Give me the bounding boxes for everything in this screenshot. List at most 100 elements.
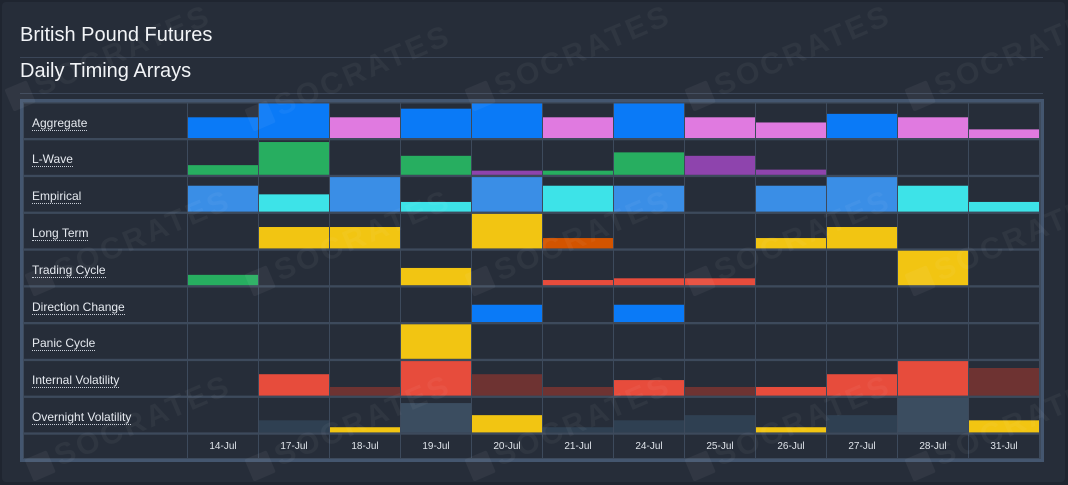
value-bar	[685, 415, 755, 433]
row-label-cell	[24, 213, 187, 249]
grid-cell	[543, 140, 613, 175]
axis-cell	[827, 434, 897, 458]
grid-cell	[543, 250, 613, 286]
date-tick-label: 25-Jul	[706, 441, 734, 452]
row-label-cell	[24, 177, 187, 212]
row-label: Trading Cycle	[32, 262, 106, 278]
value-bar	[330, 117, 400, 138]
grid-cell	[685, 287, 755, 322]
value-bar	[614, 278, 684, 286]
value-bar	[259, 227, 329, 249]
grid-cell	[756, 287, 826, 322]
value-bar	[401, 155, 471, 175]
value-bar	[401, 201, 471, 212]
value-bar	[756, 122, 826, 138]
grid-cell	[543, 324, 613, 359]
grid-cell	[756, 140, 826, 175]
value-bar	[898, 397, 968, 433]
row-label: Aggregate	[32, 115, 88, 131]
axis-cell	[330, 434, 400, 458]
value-bar	[756, 169, 826, 175]
grid-cell	[827, 287, 897, 322]
value-bar	[756, 185, 826, 212]
row-label-cell	[24, 103, 187, 138]
value-bar	[614, 185, 684, 212]
date-tick-label: 27-Jul	[848, 441, 876, 452]
grid-cell	[188, 397, 258, 433]
grid-cell	[685, 324, 755, 359]
grid-cell	[898, 213, 968, 249]
value-bar	[614, 152, 684, 175]
axis-cell	[969, 434, 1039, 458]
grid-cell	[969, 324, 1039, 359]
axis-label-cell	[24, 434, 187, 458]
date-tick-label: 26-Jul	[777, 441, 805, 452]
grid-cell	[756, 397, 826, 433]
chart-title: British Pound Futures	[20, 24, 213, 46]
value-bar	[188, 185, 258, 212]
value-bar	[330, 177, 400, 212]
value-bar	[472, 213, 542, 249]
value-bar	[401, 403, 471, 433]
value-bar	[969, 201, 1039, 212]
value-bar	[827, 113, 897, 138]
value-bar	[898, 250, 968, 286]
value-bar	[188, 165, 258, 175]
axis-cell	[259, 434, 329, 458]
grid-cell	[969, 250, 1039, 286]
value-bar	[543, 427, 613, 433]
value-bar	[543, 185, 613, 212]
row-label-cell	[24, 397, 187, 433]
value-bar	[685, 278, 755, 286]
grid-cell	[188, 361, 258, 396]
axis-cell	[685, 434, 755, 458]
date-tick-label: 18-Jul	[351, 441, 379, 452]
value-bar	[614, 420, 684, 433]
value-bar	[827, 177, 897, 212]
chart-subtitle: Daily Timing Arrays	[20, 60, 192, 82]
title-divider	[20, 57, 1043, 58]
grid-cell	[330, 324, 400, 359]
grid-cell	[756, 324, 826, 359]
value-bar	[543, 386, 613, 396]
grid-cell	[969, 213, 1039, 249]
grid-cell	[330, 287, 400, 322]
value-bar	[614, 304, 684, 322]
axis-cell	[543, 434, 613, 458]
value-bar	[472, 304, 542, 322]
row-label-cell	[24, 140, 187, 175]
value-bar	[614, 103, 684, 138]
value-bar	[472, 103, 542, 138]
axis-cell	[472, 434, 542, 458]
value-bar	[259, 194, 329, 212]
date-tick-label: 24-Jul	[635, 441, 663, 452]
grid-cell	[330, 397, 400, 433]
axis-cell	[614, 434, 684, 458]
value-bar	[614, 380, 684, 396]
grid-cell	[330, 140, 400, 175]
grid-cell	[685, 177, 755, 212]
grid-cell	[188, 287, 258, 322]
axis-cell	[898, 434, 968, 458]
grid-cell	[259, 324, 329, 359]
date-tick-label: 19-Jul	[422, 441, 450, 452]
row-label-cell	[24, 361, 187, 396]
axis-cell	[188, 434, 258, 458]
value-bar	[401, 324, 471, 359]
value-bar	[330, 427, 400, 433]
row-label: Direction Change	[32, 299, 125, 315]
value-bar	[685, 386, 755, 396]
grid-cell	[188, 324, 258, 359]
value-bar	[756, 427, 826, 433]
row-label-cell	[24, 250, 187, 286]
value-bar	[543, 170, 613, 175]
value-bar	[259, 374, 329, 396]
value-bar	[259, 103, 329, 138]
grid-cell	[969, 287, 1039, 322]
value-bar	[330, 386, 400, 396]
value-bar	[898, 117, 968, 138]
date-tick-label: 28-Jul	[919, 441, 947, 452]
value-bar	[543, 117, 613, 138]
grid-cell	[898, 324, 968, 359]
value-bar	[330, 227, 400, 249]
